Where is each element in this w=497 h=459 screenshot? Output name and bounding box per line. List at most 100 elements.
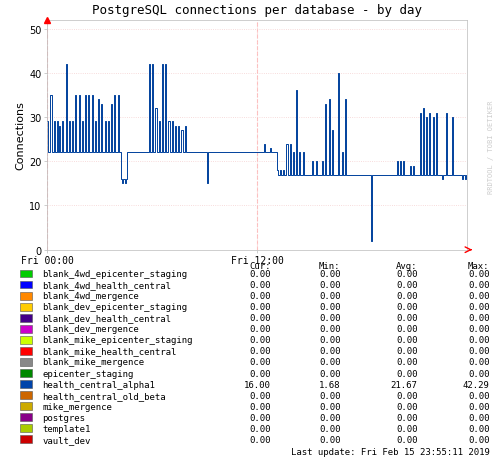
Text: health_central_old_beta: health_central_old_beta (42, 391, 166, 400)
Text: 0.00: 0.00 (468, 347, 490, 356)
Text: 21.67: 21.67 (391, 380, 417, 389)
Text: 0.00: 0.00 (396, 413, 417, 422)
Text: 0.00: 0.00 (396, 280, 417, 290)
Text: 0.00: 0.00 (319, 413, 340, 422)
Text: postgres: postgres (42, 413, 85, 422)
Text: 0.00: 0.00 (249, 435, 271, 444)
Text: 0.00: 0.00 (396, 302, 417, 312)
Text: 0.00: 0.00 (468, 336, 490, 345)
Text: 0.00: 0.00 (468, 269, 490, 279)
Text: 16.00: 16.00 (244, 380, 271, 389)
Y-axis label: Connections: Connections (15, 101, 25, 170)
Text: 0.00: 0.00 (396, 402, 417, 411)
Text: 0.00: 0.00 (396, 369, 417, 378)
Bar (20, 303, 32, 311)
Bar (20, 314, 32, 322)
Text: 0.00: 0.00 (319, 347, 340, 356)
Text: 0.00: 0.00 (249, 369, 271, 378)
Text: 0.00: 0.00 (249, 313, 271, 323)
Bar (20, 281, 32, 289)
Text: 0.00: 0.00 (249, 402, 271, 411)
Text: 0.00: 0.00 (249, 413, 271, 422)
Text: 42.29: 42.29 (463, 380, 490, 389)
Text: 0.00: 0.00 (396, 424, 417, 433)
Text: vault_dev: vault_dev (42, 435, 90, 444)
Bar (20, 347, 32, 355)
Text: 0.00: 0.00 (468, 358, 490, 367)
Text: 0.00: 0.00 (249, 280, 271, 290)
Bar (20, 358, 32, 366)
Text: 0.00: 0.00 (396, 336, 417, 345)
Text: 0.00: 0.00 (319, 369, 340, 378)
Text: Cur:: Cur: (249, 262, 271, 271)
Text: 0.00: 0.00 (468, 391, 490, 400)
Text: 0.00: 0.00 (319, 435, 340, 444)
Text: 0.00: 0.00 (396, 291, 417, 301)
Text: blank_dev_epicenter_staging: blank_dev_epicenter_staging (42, 302, 187, 312)
Text: 0.00: 0.00 (249, 424, 271, 433)
Text: blank_dev_mergence: blank_dev_mergence (42, 325, 139, 334)
Text: 0.00: 0.00 (249, 291, 271, 301)
Text: blank_4wd_health_central: blank_4wd_health_central (42, 280, 171, 290)
Text: 0.00: 0.00 (319, 291, 340, 301)
Text: Max:: Max: (468, 262, 490, 271)
Text: 0.00: 0.00 (468, 424, 490, 433)
Text: blank_dev_health_central: blank_dev_health_central (42, 313, 171, 323)
Text: 0.00: 0.00 (468, 413, 490, 422)
Text: blank_mike_mergence: blank_mike_mergence (42, 358, 144, 367)
Text: 1.68: 1.68 (319, 380, 340, 389)
Text: 0.00: 0.00 (249, 302, 271, 312)
Text: 0.00: 0.00 (468, 325, 490, 334)
Bar (20, 336, 32, 344)
Bar (20, 292, 32, 300)
Text: 0.00: 0.00 (396, 358, 417, 367)
Text: 0.00: 0.00 (319, 280, 340, 290)
Bar (20, 369, 32, 377)
Text: 0.00: 0.00 (249, 347, 271, 356)
Text: 0.00: 0.00 (468, 435, 490, 444)
Text: 0.00: 0.00 (249, 325, 271, 334)
Text: blank_mike_epicenter_staging: blank_mike_epicenter_staging (42, 336, 193, 345)
Text: 0.00: 0.00 (319, 391, 340, 400)
Text: Min:: Min: (319, 262, 340, 271)
Text: 0.00: 0.00 (319, 313, 340, 323)
Text: 0.00: 0.00 (319, 302, 340, 312)
Text: 0.00: 0.00 (468, 313, 490, 323)
Text: 0.00: 0.00 (319, 325, 340, 334)
Text: 0.00: 0.00 (249, 358, 271, 367)
Text: 0.00: 0.00 (468, 280, 490, 290)
Text: blank_4wd_mergence: blank_4wd_mergence (42, 291, 139, 301)
Text: 0.00: 0.00 (396, 347, 417, 356)
Text: mike_mergence: mike_mergence (42, 402, 112, 411)
Text: 0.00: 0.00 (468, 369, 490, 378)
Text: 0.00: 0.00 (396, 313, 417, 323)
Bar (20, 414, 32, 421)
Title: PostgreSQL connections per database - by day: PostgreSQL connections per database - by… (92, 4, 422, 17)
Text: 0.00: 0.00 (249, 269, 271, 279)
Text: 0.00: 0.00 (468, 302, 490, 312)
Text: 0.00: 0.00 (319, 402, 340, 411)
Text: 0.00: 0.00 (396, 325, 417, 334)
Bar (20, 436, 32, 443)
Text: 0.00: 0.00 (319, 424, 340, 433)
Text: 0.00: 0.00 (249, 336, 271, 345)
Text: RRDTOOL / TOBI OETIKER: RRDTOOL / TOBI OETIKER (488, 100, 494, 194)
Text: health_central_alpha1: health_central_alpha1 (42, 380, 155, 389)
Text: 0.00: 0.00 (396, 269, 417, 279)
Text: epicenter_staging: epicenter_staging (42, 369, 134, 378)
Bar (20, 403, 32, 410)
Bar (20, 425, 32, 432)
Text: 0.00: 0.00 (319, 269, 340, 279)
Bar (20, 270, 32, 278)
Bar (20, 381, 32, 388)
Text: blank_4wd_epicenter_staging: blank_4wd_epicenter_staging (42, 269, 187, 279)
Bar (20, 392, 32, 399)
Text: blank_mike_health_central: blank_mike_health_central (42, 347, 176, 356)
Text: 0.00: 0.00 (468, 291, 490, 301)
Text: Last update: Fri Feb 15 23:55:11 2019: Last update: Fri Feb 15 23:55:11 2019 (291, 448, 490, 456)
Text: 0.00: 0.00 (468, 402, 490, 411)
Text: 0.00: 0.00 (319, 358, 340, 367)
Text: 0.00: 0.00 (249, 391, 271, 400)
Bar (20, 325, 32, 333)
Text: 0.00: 0.00 (396, 435, 417, 444)
